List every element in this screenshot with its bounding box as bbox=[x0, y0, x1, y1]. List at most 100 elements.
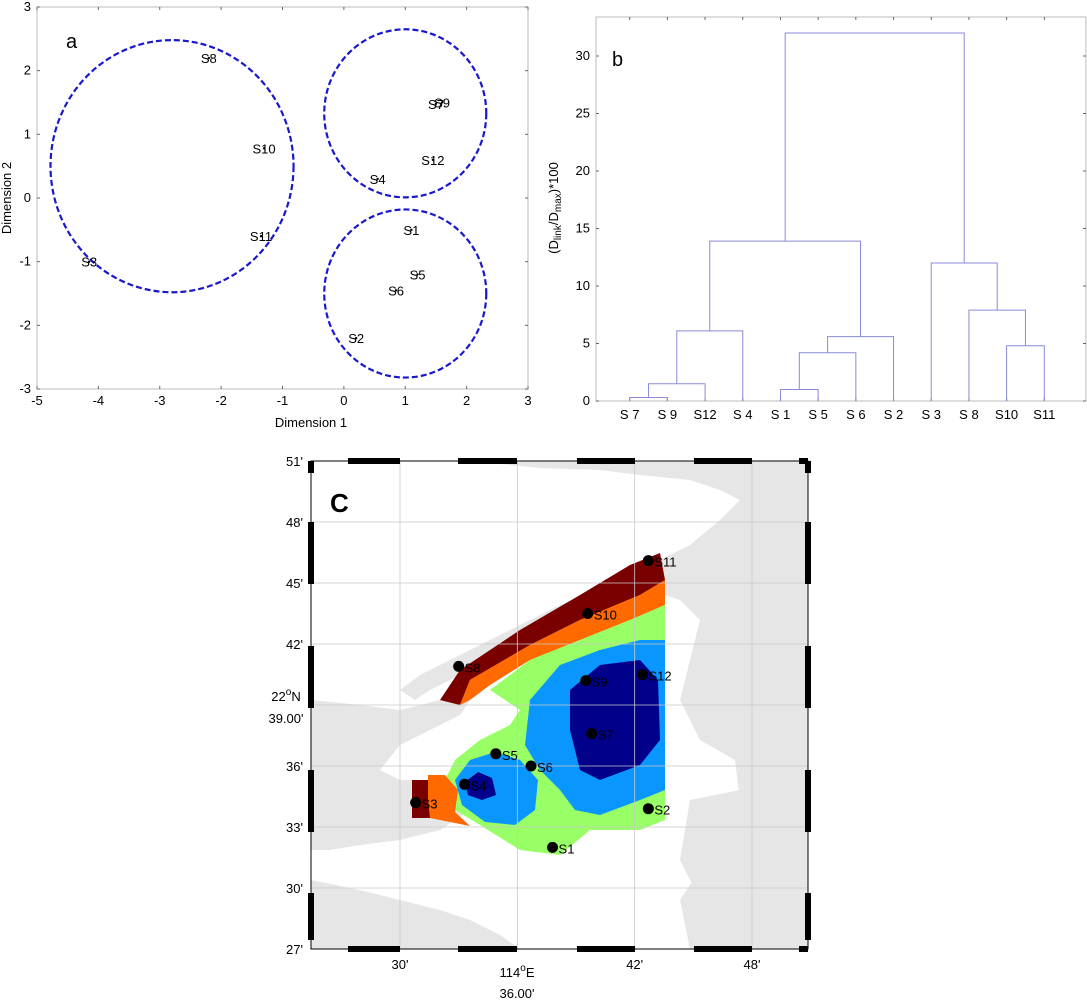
x-tick-label: -2 bbox=[215, 393, 227, 408]
border-dash-bottom bbox=[694, 946, 752, 952]
y-tick-label: 25 bbox=[576, 106, 590, 121]
station-label-s6: S6 bbox=[537, 760, 553, 775]
panel-b-letter: b bbox=[612, 49, 623, 71]
point-label-s6: S6 bbox=[388, 283, 404, 298]
lat-tick-label: 45' bbox=[286, 576, 303, 591]
panel-a-ticks: -5 -4 -3 -2 -1 0 1 2 3 -3 -2 -1 0 1 2 3 bbox=[19, 0, 531, 408]
lat-tick-label: 27' bbox=[286, 942, 303, 957]
border-dash-bottom bbox=[458, 946, 517, 952]
border-dash-top bbox=[458, 458, 517, 464]
point-label-s10: S10 bbox=[253, 141, 276, 156]
panel-c-letter: c bbox=[330, 488, 349, 518]
station-s7 bbox=[586, 727, 598, 739]
border-dash-right bbox=[805, 461, 811, 473]
map-lat-minutes: 39.00' bbox=[268, 711, 303, 726]
lat-tick-label: 42' bbox=[286, 637, 303, 652]
map-border bbox=[308, 458, 811, 952]
point-s9 bbox=[440, 101, 444, 104]
y-tick-label: 15 bbox=[576, 221, 590, 236]
border-dash-left bbox=[308, 522, 314, 584]
dendrogram-link bbox=[676, 330, 744, 401]
y-tick-label: 0 bbox=[24, 190, 31, 205]
lon-tick-label: 42' bbox=[626, 957, 643, 972]
lat-tick-label: 30' bbox=[286, 881, 303, 896]
station-s6 bbox=[525, 760, 537, 772]
station-s8 bbox=[453, 660, 465, 672]
point-label-s7: S7 bbox=[428, 97, 444, 112]
point-s3 bbox=[87, 260, 91, 263]
cluster-circle bbox=[323, 208, 488, 379]
station-label-s4: S4 bbox=[471, 778, 487, 793]
leaf-label: S 5 bbox=[808, 407, 828, 422]
point-s12 bbox=[431, 158, 435, 161]
leaf-label: S 2 bbox=[884, 407, 904, 422]
dendrogram-link bbox=[648, 383, 706, 401]
point-label-s9: S9 bbox=[434, 96, 450, 111]
point-label-s11: S11 bbox=[250, 229, 272, 244]
panel-b-ticks: 0 5 10 15 20 25 30 S 7 S 9 S12 S 4 S 1 S 5 S 6 S 2 S 3 S… bbox=[576, 17, 1086, 422]
lon-tick-label: 30' bbox=[392, 957, 409, 972]
leaf-label: S12 bbox=[694, 407, 717, 422]
station-s5 bbox=[490, 748, 502, 760]
point-s8 bbox=[207, 56, 211, 60]
y-tick-label: -3 bbox=[19, 381, 31, 396]
map-stations: S11 S10 S8 S9 S12 S7 S5 S6 S4 S3 S2 S1 bbox=[410, 555, 677, 856]
lat-tick-label: 36' bbox=[286, 759, 303, 774]
lat-tick-label: 33' bbox=[286, 820, 303, 835]
leaf-label: S 9 bbox=[658, 407, 678, 422]
border-dash-bottom bbox=[348, 946, 400, 952]
panel-b-ylabel: (Dlink/Dmax)*100 bbox=[546, 162, 564, 254]
station-label-s3: S3 bbox=[422, 797, 438, 812]
panel-a-frame bbox=[36, 6, 529, 390]
x-tick-label: 3 bbox=[524, 393, 531, 408]
station-label-s2: S2 bbox=[654, 803, 670, 818]
leaf-label: S11 bbox=[1033, 407, 1055, 422]
y-tick-label: 5 bbox=[583, 336, 590, 351]
x-tick-label: -1 bbox=[277, 393, 289, 408]
y-tick-label: -1 bbox=[19, 254, 31, 269]
panel-a-xlabel: Dimension 1 bbox=[275, 415, 347, 430]
map-lon-label: 114oE bbox=[500, 963, 535, 980]
border-dash-right bbox=[805, 646, 811, 708]
panel-c-map: 51' 48' 45' 42' 36' 33' 30' 27' 30' 42' 48' S11 S10… bbox=[268, 454, 811, 1000]
contour-darkblue-east bbox=[570, 660, 660, 780]
point-s11 bbox=[259, 235, 263, 238]
leaf-label: S 4 bbox=[733, 407, 753, 422]
y-tick-label: 30 bbox=[576, 48, 590, 63]
border-dash-top bbox=[577, 458, 635, 464]
point-label-s1: S1 bbox=[403, 223, 419, 238]
land-southeast bbox=[680, 790, 808, 949]
border-dash-top bbox=[348, 458, 400, 464]
dendrogram-link bbox=[930, 262, 998, 401]
leaf-label: S 6 bbox=[846, 407, 866, 422]
station-s3 bbox=[410, 797, 422, 809]
leaf-label: S 8 bbox=[959, 407, 979, 422]
point-s2 bbox=[354, 336, 358, 340]
contour-darkblue-west bbox=[465, 772, 496, 800]
point-label-s8: S8 bbox=[201, 51, 217, 66]
y-tick-label: 3 bbox=[24, 0, 31, 14]
station-label-s8: S8 bbox=[465, 660, 481, 675]
y-tick-label: 2 bbox=[24, 63, 31, 78]
lon-tick-label: 48' bbox=[744, 957, 761, 972]
point-s10 bbox=[262, 147, 266, 150]
station-label-s7: S7 bbox=[598, 727, 614, 742]
point-label-s5: S5 bbox=[410, 267, 426, 282]
map-lat-label: 22oN bbox=[271, 687, 300, 704]
y-tick-label: 20 bbox=[576, 163, 590, 178]
border-dash-right bbox=[805, 522, 811, 584]
point-label-s12: S12 bbox=[421, 153, 444, 168]
point-s6 bbox=[394, 289, 398, 292]
border-dash-left bbox=[308, 461, 314, 473]
contour-darkred-north bbox=[440, 553, 665, 705]
station-s2 bbox=[642, 803, 654, 815]
dendrogram-link bbox=[798, 352, 857, 401]
dendrogram-link bbox=[779, 389, 819, 401]
station-label-s9: S9 bbox=[592, 675, 608, 690]
x-tick-label: 2 bbox=[463, 393, 470, 408]
border-dash-left bbox=[308, 646, 314, 708]
station-s1 bbox=[547, 841, 559, 853]
station-label-s11: S11 bbox=[654, 555, 676, 570]
